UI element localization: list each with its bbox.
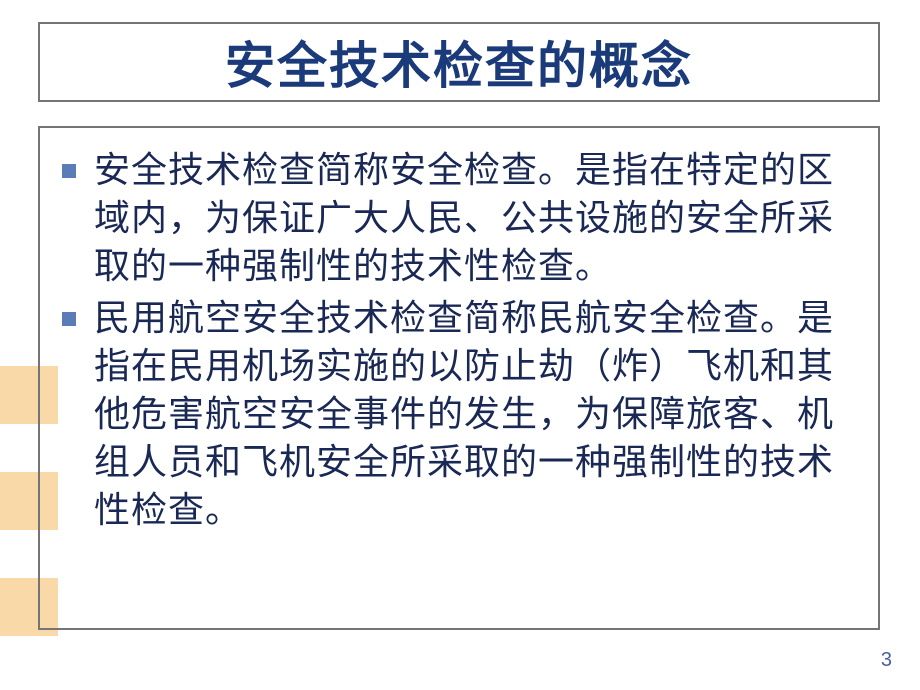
- bullet-item: 安全技术检查简称安全检查。是指在特定的区域内，为保证广大人民、公共设施的安全所采…: [62, 146, 850, 290]
- content-container: 安全技术检查简称安全检查。是指在特定的区域内，为保证广大人民、公共设施的安全所采…: [38, 126, 880, 630]
- bullet-marker-icon: [62, 164, 76, 178]
- bullet-text: 安全技术检查简称安全检查。是指在特定的区域内，为保证广大人民、公共设施的安全所采…: [94, 146, 850, 290]
- title-container: 安全技术检查的概念: [38, 22, 880, 102]
- slide-title: 安全技术检查的概念: [225, 26, 693, 98]
- bullet-item: 民用航空安全技术检查简称民航安全检查。是指在民用机场实施的以防止劫（炸）飞机和其…: [62, 294, 850, 534]
- page-number: 3: [881, 649, 892, 672]
- bullet-marker-icon: [62, 312, 76, 326]
- bullet-text: 民用航空安全技术检查简称民航安全检查。是指在民用机场实施的以防止劫（炸）飞机和其…: [94, 294, 850, 534]
